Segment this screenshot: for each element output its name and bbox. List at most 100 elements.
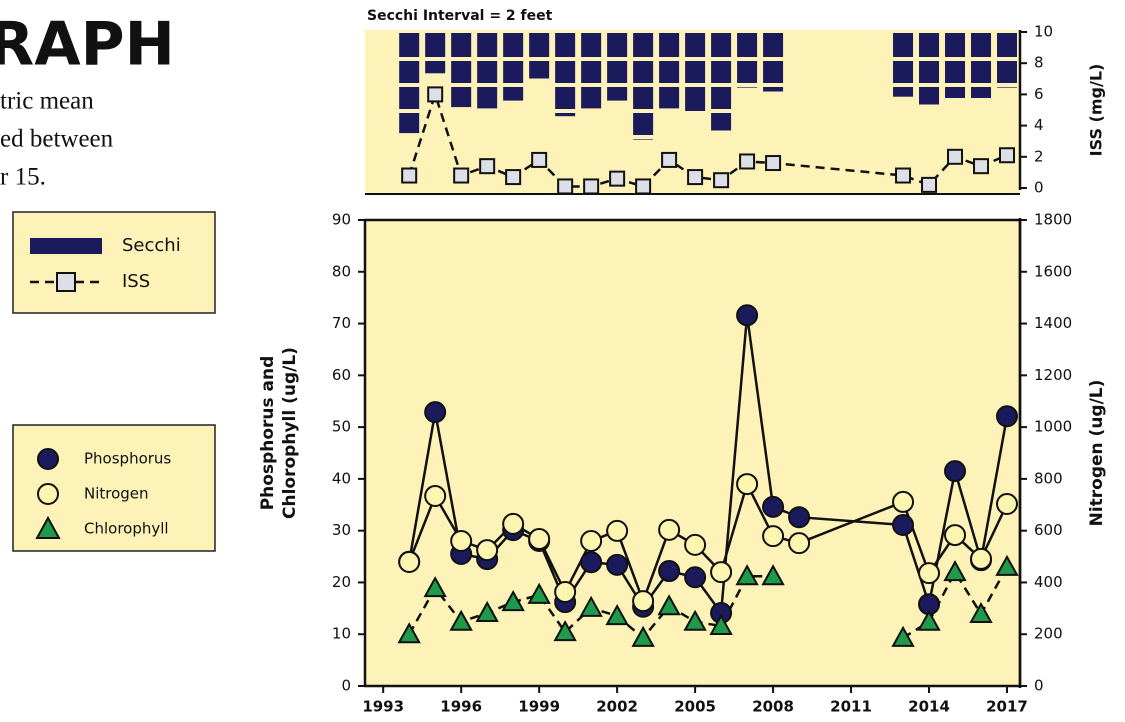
marker — [476, 539, 499, 562]
marker — [947, 148, 964, 165]
secchi-bar — [763, 33, 784, 92]
marker — [475, 600, 499, 622]
marker — [973, 158, 990, 175]
marker — [398, 550, 421, 573]
marker — [631, 625, 655, 647]
secchi-bar — [581, 33, 602, 109]
y-tick-label: 90 — [332, 211, 351, 229]
marker — [918, 562, 941, 585]
interval-gap — [970, 83, 993, 87]
marker — [580, 551, 603, 574]
legend-swatch — [37, 483, 59, 505]
marker — [944, 460, 967, 483]
text-line: tric mean — [0, 88, 94, 115]
interval-gap — [658, 57, 681, 61]
marker — [427, 86, 444, 103]
interval-gap — [502, 57, 525, 61]
marker — [891, 625, 915, 647]
interval-gap — [606, 83, 629, 87]
interval-gap — [710, 109, 733, 113]
marker — [502, 512, 525, 535]
marker — [765, 155, 782, 172]
text-line: ed between — [0, 126, 114, 153]
interval-gap — [918, 83, 941, 87]
marker — [424, 484, 447, 507]
y-tick-label: 30 — [332, 521, 351, 539]
interval-gap — [684, 57, 707, 61]
interval-gap — [450, 57, 473, 61]
secchi-bar — [607, 33, 628, 101]
y-tick-label: 40 — [332, 469, 351, 487]
chart-title: Secchi Interval = 2 feet — [367, 8, 553, 24]
y2-tick-label: 1000 — [1034, 418, 1072, 436]
interval-gap — [892, 83, 915, 87]
marker — [761, 564, 785, 586]
interval-gap — [632, 109, 655, 113]
secchi-bar — [685, 33, 706, 111]
marker — [531, 151, 548, 168]
x-tick-label: 2008 — [752, 698, 794, 716]
secchi-bar — [529, 33, 550, 79]
x-tick-label: 1999 — [518, 698, 560, 716]
marker — [605, 604, 629, 626]
marker — [501, 590, 525, 612]
marker — [449, 609, 473, 631]
marker — [606, 519, 629, 542]
marker — [554, 581, 577, 604]
y-axis-label: Chlorophyll (ug/L) — [280, 347, 300, 519]
secchi-bar — [503, 33, 524, 101]
y2-tick-label: 1200 — [1034, 366, 1072, 384]
marker — [557, 178, 574, 195]
marker — [895, 167, 912, 184]
y2-tick-label: 8 — [1034, 54, 1044, 72]
marker — [609, 170, 626, 187]
x-tick-label: 2011 — [830, 698, 872, 716]
interval-gap — [892, 57, 915, 61]
legend-swatch — [56, 272, 76, 292]
marker — [684, 566, 707, 589]
x-tick-label: 2002 — [596, 698, 638, 716]
secchi-bar — [945, 33, 966, 98]
legend-swatch — [30, 238, 102, 254]
marker — [736, 473, 759, 496]
marker — [397, 622, 421, 644]
plot-background — [363, 218, 1022, 688]
marker — [606, 553, 629, 576]
marker — [739, 153, 756, 170]
interval-gap — [580, 83, 603, 87]
marker — [917, 609, 941, 631]
marker — [527, 582, 551, 604]
marker — [423, 576, 447, 598]
interval-gap — [762, 57, 785, 61]
marker — [921, 176, 938, 193]
marker — [424, 401, 447, 424]
interval-gap — [710, 57, 733, 61]
y2-tick-label: 0 — [1034, 677, 1044, 695]
marker — [996, 493, 1019, 516]
interval-gap — [944, 57, 967, 61]
marker — [762, 525, 785, 548]
interval-gap — [502, 83, 525, 87]
text-line: r 15. — [0, 164, 46, 191]
y2-tick-label: 6 — [1034, 85, 1044, 103]
interval-gap — [398, 57, 421, 61]
secchi-bar — [659, 33, 680, 109]
y2-tick-label: 1800 — [1034, 211, 1072, 229]
interval-gap — [528, 57, 551, 61]
marker — [736, 304, 759, 327]
marker — [580, 530, 603, 553]
y2-tick-label: 600 — [1034, 521, 1063, 539]
interval-gap — [996, 57, 1019, 61]
interval-gap — [632, 135, 655, 139]
y2-tick-label: 200 — [1034, 625, 1063, 643]
secchi-bar — [971, 33, 992, 98]
y2-axis-label: ISS (mg/L) — [1087, 64, 1106, 157]
interval-gap — [554, 57, 577, 61]
interval-gap — [554, 83, 577, 87]
marker — [450, 530, 473, 553]
secchi-bar — [477, 33, 498, 109]
marker — [635, 178, 652, 195]
marker — [788, 506, 811, 529]
marker — [657, 594, 681, 616]
